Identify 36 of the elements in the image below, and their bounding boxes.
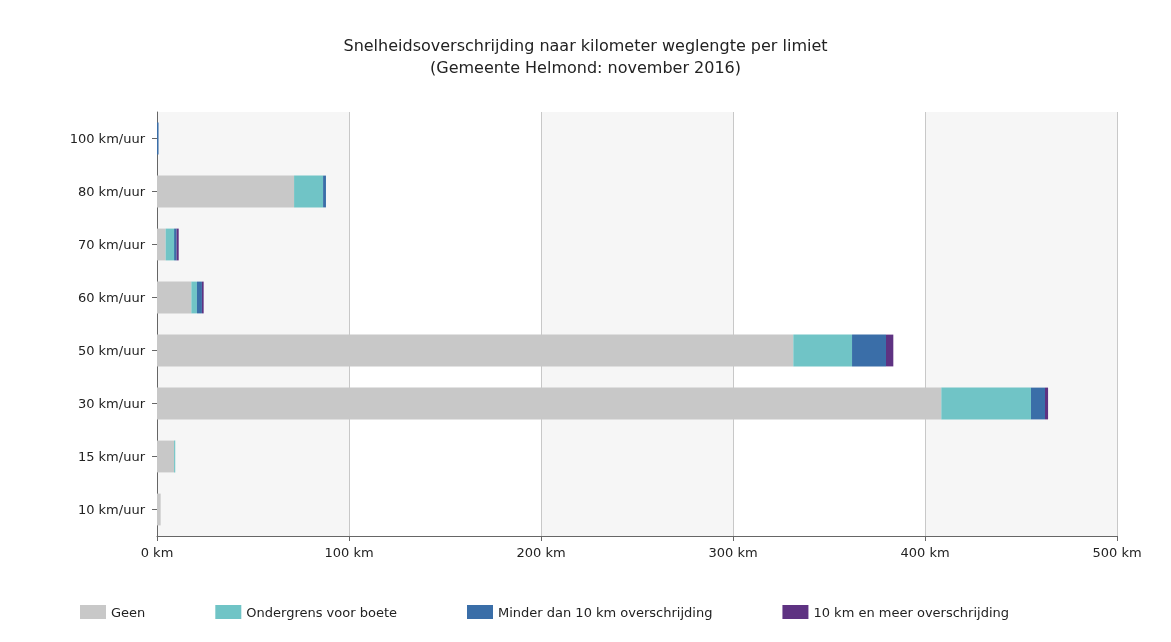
- chart-subtitle: (Gemeente Helmond: november 2016): [429, 57, 742, 77]
- y-tick-label: 80 km/uur: [77, 184, 146, 199]
- bar: [886, 334, 894, 367]
- bar: [323, 175, 326, 208]
- bar: [157, 440, 175, 473]
- bar: [294, 175, 324, 208]
- x-tick-label: 100 km: [324, 545, 374, 560]
- bar: [196, 281, 202, 314]
- x-tick-label: 500 km: [1092, 545, 1142, 560]
- x-tick-label: 400 km: [900, 545, 950, 560]
- chart-title: Snelheidsoverschrijding naar kilometer weglengte per limiet: [343, 35, 828, 55]
- bar: [1030, 387, 1045, 420]
- y-tick-label: 70 km/uur: [77, 237, 146, 252]
- y-tick-label: 50 km/uur: [77, 343, 146, 358]
- x-tick-label: 0 km: [140, 545, 174, 560]
- legend-label: 10 km en meer overschrijding: [813, 604, 1010, 620]
- y-tick-label: 30 km/uur: [77, 396, 146, 411]
- legend-label: Geen: [111, 604, 146, 620]
- x-tick-label: 200 km: [516, 545, 566, 560]
- bar: [157, 281, 192, 314]
- y-tick-label: 10 km/uur: [77, 502, 146, 517]
- legend-label: Ondergrens voor boete: [246, 604, 397, 620]
- bar: [793, 334, 853, 367]
- bar: [157, 493, 161, 526]
- y-tick-label: 100 km/uur: [69, 131, 146, 146]
- bar: [165, 228, 175, 261]
- bar: [852, 334, 887, 367]
- legend-label: Minder dan 10 km overschrijding: [497, 604, 713, 620]
- bar: [157, 175, 295, 208]
- bar: [941, 387, 1031, 420]
- y-tick-label: 15 km/uur: [77, 449, 146, 464]
- bar: [1045, 387, 1049, 420]
- bar: [191, 281, 197, 314]
- y-tick-label: 60 km/uur: [77, 290, 146, 305]
- bar: [157, 228, 166, 261]
- x-tick-label: 300 km: [708, 545, 758, 560]
